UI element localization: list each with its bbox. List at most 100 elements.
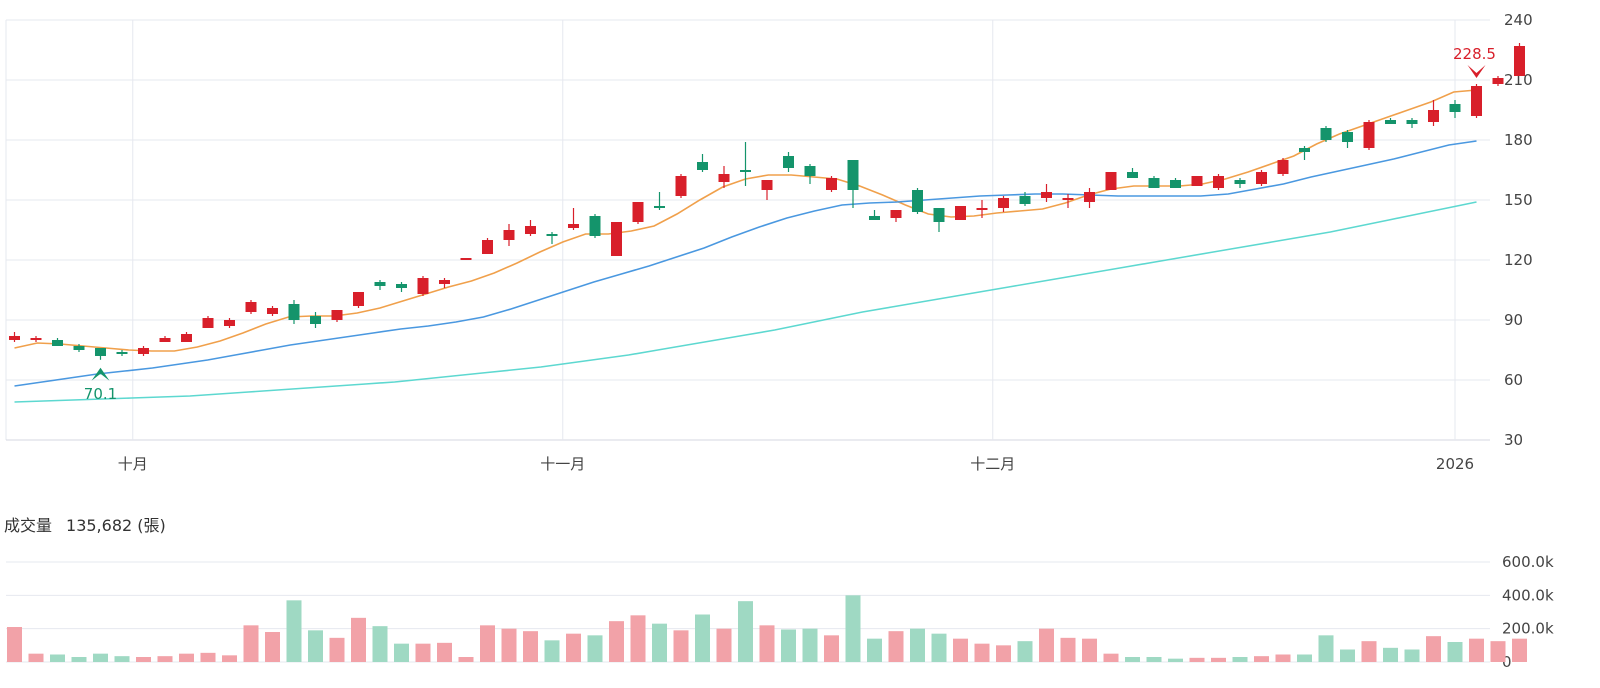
candle-up	[460, 258, 472, 260]
volume-bar	[931, 633, 947, 662]
candle-down	[1449, 104, 1461, 112]
low-marker-icon	[91, 367, 110, 381]
candle-up	[159, 338, 171, 342]
volume-bar	[243, 625, 259, 662]
candle-down	[95, 348, 106, 356]
volume-bar	[1060, 637, 1076, 662]
price-axis-label: 30	[1504, 431, 1523, 449]
candle-down	[310, 316, 321, 324]
volume-bar	[1318, 635, 1334, 662]
volume-bar	[351, 617, 366, 662]
volume-bar	[114, 656, 130, 662]
volume-bar	[1146, 657, 1162, 662]
volume-bar	[1512, 638, 1527, 662]
candle-down	[1019, 196, 1031, 204]
volume-bar	[1383, 647, 1398, 662]
volume-axis-label: 600.0k	[1502, 553, 1554, 571]
candle-down	[396, 284, 407, 288]
candle-up	[632, 202, 644, 222]
volume-bar	[1017, 641, 1033, 662]
candle-up	[1191, 176, 1203, 186]
volume-bar	[759, 625, 775, 662]
volume-bar	[695, 614, 710, 662]
volume-bar	[974, 643, 990, 662]
volume-bar	[1361, 641, 1377, 662]
volume-bar	[910, 628, 925, 662]
candle-up	[1062, 198, 1074, 200]
candle-up	[1084, 192, 1095, 202]
candle-down	[1170, 180, 1181, 188]
candle-up	[331, 310, 343, 320]
volume-bar	[437, 642, 452, 662]
volume-bar	[953, 638, 968, 662]
candle-up	[9, 336, 20, 340]
price-axis-label: 90	[1504, 311, 1523, 329]
candle-down	[1406, 120, 1418, 124]
volume-bar	[544, 640, 560, 662]
volume-bar	[157, 656, 173, 662]
candle-up	[267, 308, 278, 314]
candle-up	[138, 348, 149, 354]
price-axis-label: 60	[1504, 371, 1523, 389]
x-axis-label: 十二月	[970, 455, 1015, 473]
price-axis-label: 150	[1504, 191, 1533, 209]
candle-up	[998, 198, 1009, 208]
volume-bar	[652, 623, 667, 662]
high-marker-icon	[1467, 65, 1486, 78]
candle-down	[73, 346, 85, 350]
candle-up	[224, 320, 235, 326]
candle-up	[439, 280, 450, 284]
moving-average-short-line	[14, 89, 1477, 352]
volume-bar	[93, 653, 108, 662]
x-axis-label: 2026	[1436, 455, 1474, 473]
volume-bar	[372, 626, 388, 662]
candle-up	[1277, 160, 1289, 174]
candle-down	[697, 162, 708, 170]
volume-bar	[845, 595, 861, 662]
candle-up	[675, 176, 687, 196]
candle-up	[30, 338, 42, 340]
volume-bar	[716, 628, 732, 662]
candle-down	[52, 340, 63, 346]
volume-bar	[1447, 642, 1463, 662]
volume-bar	[1469, 638, 1484, 662]
candle-up	[1363, 122, 1375, 148]
candle-up	[525, 226, 536, 234]
candle-down	[933, 208, 945, 222]
volume-bar	[1340, 649, 1355, 662]
volume-bar	[28, 653, 44, 662]
candle-down	[288, 304, 300, 320]
candle-down	[654, 206, 665, 208]
volume-bar	[1254, 656, 1269, 662]
volume-bar	[566, 633, 581, 662]
volume-bar	[1232, 657, 1248, 662]
volume-bar	[781, 629, 796, 662]
volume-bar	[308, 630, 323, 662]
candle-down	[546, 234, 558, 236]
volume-bar	[1211, 657, 1226, 662]
volume-bar	[7, 627, 22, 662]
volume-bar	[329, 637, 345, 662]
moving-average-long-line	[14, 201, 1477, 403]
candle-down	[912, 190, 923, 212]
candle-up	[1471, 86, 1482, 116]
volume-value: 135,682 (張)	[66, 516, 166, 535]
price-axis-label: 180	[1504, 131, 1533, 149]
volume-bar	[1103, 653, 1119, 662]
candle-down	[1299, 148, 1310, 152]
volume-bar	[824, 635, 839, 662]
candle-down	[589, 216, 601, 236]
volume-bar	[501, 628, 517, 662]
volume-bar	[1404, 649, 1420, 662]
volume-bar	[480, 625, 495, 662]
volume-bar	[867, 638, 882, 662]
volume-bar	[587, 635, 603, 662]
candle-up	[976, 208, 988, 210]
volume-bar	[1168, 658, 1183, 662]
volume-bar	[888, 631, 904, 662]
candle-up	[761, 180, 773, 190]
volume-bar	[458, 657, 474, 662]
candle-up	[417, 278, 429, 294]
volume-bar	[265, 632, 280, 662]
